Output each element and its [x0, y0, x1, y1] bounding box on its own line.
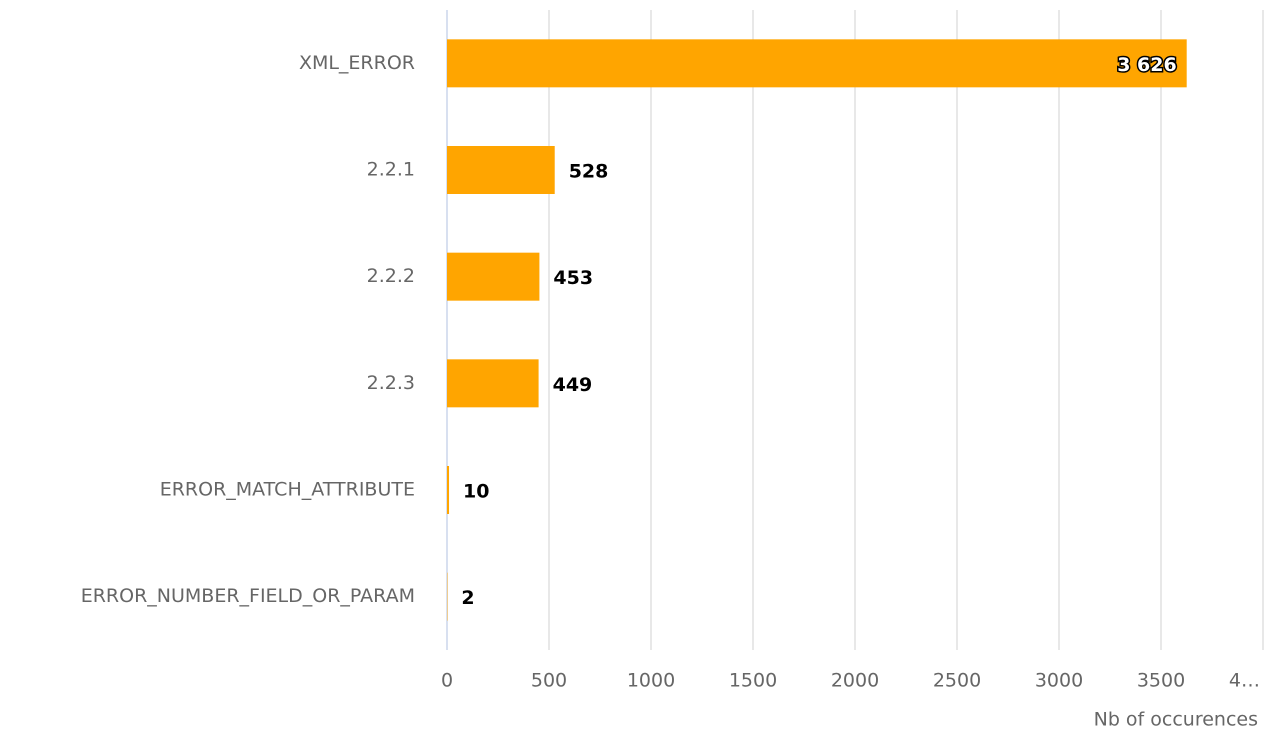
bar — [447, 39, 1187, 88]
x-tick-label: 0 — [441, 670, 453, 692]
data-label: 2 — [461, 587, 474, 609]
data-label: 3 626 — [1117, 54, 1177, 76]
y-tick-label: 2.2.3 — [367, 372, 415, 394]
bar — [447, 466, 450, 514]
x-tick-label: 3500 — [1137, 670, 1185, 692]
bar — [447, 146, 555, 194]
y-tick-label: ERROR_MATCH_ATTRIBUTE — [160, 479, 415, 501]
data-label: 528 — [569, 161, 609, 183]
x-tick-label: 2000 — [831, 670, 879, 692]
data-label: 449 — [553, 374, 593, 396]
x-tick-label: 1500 — [729, 670, 777, 692]
y-tick-label: XML_ERROR — [299, 52, 415, 74]
y-tick-label: ERROR_NUMBER_FIELD_OR_PARAM — [81, 585, 415, 607]
x-tick-label: 3000 — [1035, 670, 1083, 692]
y-tick-label: 2.2.2 — [367, 265, 415, 287]
x-tick-label: 500 — [531, 670, 567, 692]
x-tick-label: 4… — [1229, 670, 1260, 692]
bar — [447, 359, 539, 408]
data-label: 453 — [553, 267, 593, 289]
x-tick-label: 1000 — [627, 670, 675, 692]
bar — [447, 252, 540, 301]
data-label: 10 — [463, 481, 489, 503]
x-axis-title: Nb of occurences — [1094, 709, 1258, 731]
x-tick-label: 2500 — [933, 670, 981, 692]
y-tick-label: 2.2.1 — [367, 159, 415, 181]
